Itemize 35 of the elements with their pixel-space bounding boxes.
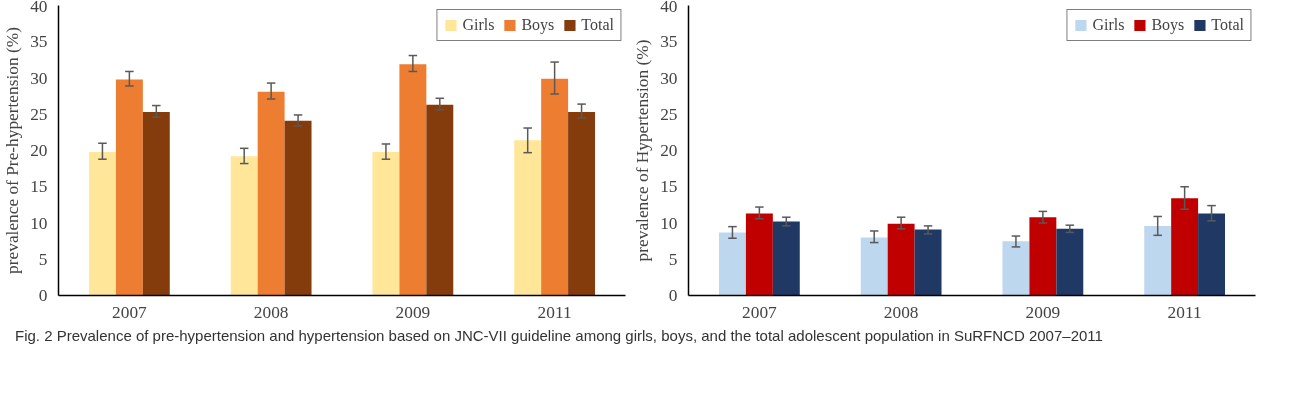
x-tick-label: 2009 xyxy=(1025,302,1061,322)
legend-label: Total xyxy=(1211,16,1244,34)
y-tick-label: 40 xyxy=(30,0,48,16)
x-tick-label: 2007 xyxy=(742,302,778,322)
y-axis-title: prevalence of Pre-hypertension (%) xyxy=(3,26,23,274)
caption: Fig. 2 Prevalence of pre-hypertension and hypertension based on JNC-VII guideline among girls, boys, and the total adolescent population in SuRFNCD 2007–2011 xyxy=(15,326,1103,346)
y-tick-label: 30 xyxy=(30,68,48,88)
y-tick-label: 15 xyxy=(660,177,678,197)
x-tick-label: 2011 xyxy=(1167,302,1202,322)
x-tick-label: 2009 xyxy=(395,302,431,322)
y-tick-label: 30 xyxy=(660,68,678,88)
y-tick-label: 35 xyxy=(30,32,48,52)
y-tick-label: 15 xyxy=(30,177,48,197)
legend-label: Boys xyxy=(1151,16,1185,34)
legend-label: Boys xyxy=(521,16,555,34)
y-tick-label: 20 xyxy=(30,141,48,160)
y-tick-label: 5 xyxy=(38,249,48,269)
x-tick-label: 2008 xyxy=(253,302,289,322)
y-tick-label: 40 xyxy=(660,0,678,16)
y-tick-label: 0 xyxy=(38,286,48,305)
legend-label: Girls xyxy=(462,16,495,34)
legend-label: Total xyxy=(581,16,614,34)
y-tick-label: 25 xyxy=(30,104,48,124)
y-tick-label: 5 xyxy=(668,249,678,269)
y-tick-label: 10 xyxy=(660,213,678,233)
y-tick-label: 35 xyxy=(660,32,678,52)
y-tick-label: 0 xyxy=(668,286,678,305)
legend-label: Girls xyxy=(1092,16,1125,34)
x-tick-label: 2007 xyxy=(112,302,148,322)
x-tick-label: 2011 xyxy=(537,302,572,322)
y-tick-label: 25 xyxy=(660,104,678,124)
y-tick-label: 10 xyxy=(30,213,48,233)
x-tick-label: 2008 xyxy=(883,302,919,322)
y-tick-label: 20 xyxy=(660,141,678,160)
y-axis-title: prevalence of Hypertension (%) xyxy=(633,39,653,262)
